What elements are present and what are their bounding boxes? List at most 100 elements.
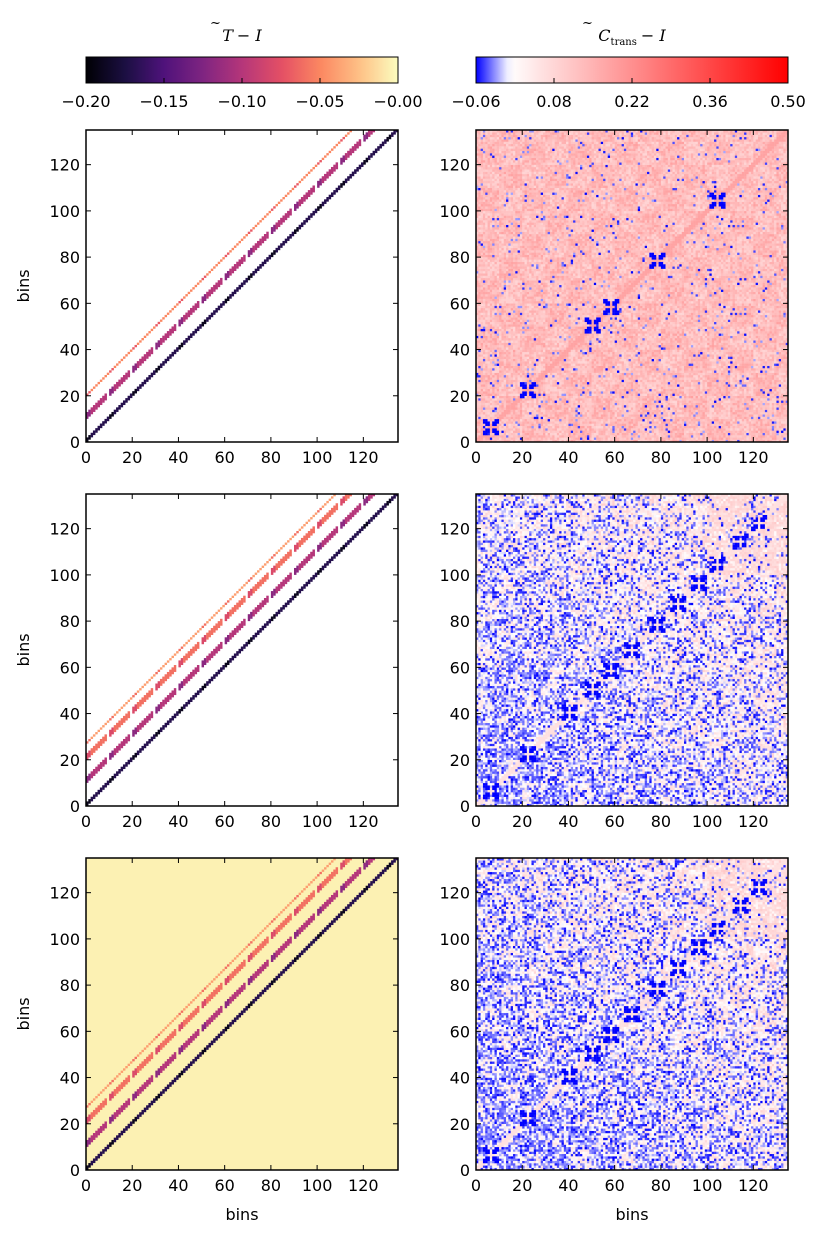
heatmap-cell bbox=[741, 416, 745, 420]
heatmap-cell bbox=[656, 432, 659, 436]
colorbar-tick-label: −0.20 bbox=[61, 92, 110, 111]
heatmap-cell bbox=[656, 374, 659, 378]
heatmap-cell bbox=[647, 395, 650, 399]
heatmap-cell bbox=[536, 377, 539, 380]
heatmap-cell bbox=[781, 423, 784, 427]
heatmap-cell bbox=[531, 430, 534, 433]
heatmap-cell bbox=[702, 423, 705, 427]
heatmap-cell bbox=[510, 374, 514, 378]
heatmap-cell bbox=[718, 372, 722, 376]
heatmap-cell bbox=[644, 384, 648, 387]
band-cell bbox=[330, 148, 334, 151]
heatmap-cell bbox=[591, 381, 595, 385]
heatmap-cell bbox=[619, 379, 622, 383]
heatmap-cell bbox=[598, 421, 601, 424]
heatmap-cell bbox=[582, 405, 585, 408]
heatmap-cell bbox=[679, 379, 682, 383]
heatmap-cell bbox=[725, 386, 729, 390]
band-cell bbox=[120, 377, 124, 385]
heatmap-cell bbox=[688, 377, 692, 380]
heatmap-cell bbox=[543, 425, 546, 429]
heatmap-cell bbox=[711, 365, 715, 369]
heatmap-cell bbox=[656, 391, 659, 394]
heatmap-cell bbox=[764, 435, 768, 438]
heatmap-cell bbox=[506, 439, 509, 442]
heatmap-cell bbox=[589, 381, 592, 385]
heatmap-cell bbox=[681, 400, 685, 403]
heatmap-cell bbox=[524, 423, 528, 427]
heatmap-cell bbox=[494, 437, 497, 440]
heatmap-cell bbox=[681, 437, 685, 440]
heatmap-cell bbox=[526, 370, 530, 373]
heatmap-cell bbox=[522, 368, 525, 371]
heatmap-cell bbox=[524, 393, 528, 396]
heatmap-cell bbox=[596, 409, 599, 413]
heatmap-cell bbox=[575, 432, 578, 436]
heatmap-cell bbox=[561, 368, 565, 371]
band-cell bbox=[349, 148, 352, 156]
band-cell bbox=[270, 227, 274, 234]
heatmap-cell bbox=[744, 368, 747, 371]
band-cell bbox=[90, 407, 94, 415]
heatmap-cell bbox=[746, 432, 749, 436]
heatmap-cell bbox=[621, 425, 625, 429]
heatmap-cell bbox=[580, 409, 583, 413]
heatmap-cell bbox=[748, 432, 752, 436]
heatmap-cell bbox=[681, 379, 685, 383]
heatmap-cell bbox=[720, 384, 724, 387]
heatmap-cell bbox=[600, 430, 604, 433]
heatmap-cell bbox=[785, 421, 788, 424]
heatmap-cell bbox=[512, 402, 516, 406]
y-tick-label: 120 bbox=[49, 156, 80, 175]
heatmap-cell bbox=[633, 428, 636, 431]
heatmap-cell bbox=[665, 439, 669, 442]
heatmap-cell bbox=[748, 405, 752, 408]
heatmap-cell bbox=[480, 437, 484, 440]
heatmap-cell bbox=[589, 374, 592, 378]
heatmap-cell bbox=[644, 405, 648, 408]
band-cell bbox=[298, 180, 302, 184]
heatmap-cell bbox=[496, 435, 500, 438]
band-cell bbox=[104, 374, 107, 378]
heatmap-cell bbox=[531, 402, 534, 406]
heatmap-cell bbox=[693, 377, 696, 380]
heatmap-cell bbox=[732, 414, 736, 417]
heatmap-cell bbox=[684, 402, 687, 406]
heatmap-cell bbox=[517, 407, 521, 410]
heatmap-cell bbox=[478, 368, 481, 371]
heatmap-cell bbox=[785, 416, 788, 420]
heatmap-cell bbox=[577, 386, 581, 390]
heatmap-cell bbox=[684, 400, 687, 403]
heatmap-cell bbox=[526, 398, 530, 401]
heatmap-cell bbox=[663, 398, 666, 401]
heatmap-cell bbox=[679, 368, 682, 371]
heatmap-cell bbox=[487, 363, 491, 366]
heatmap-cell bbox=[633, 372, 636, 376]
band-cell bbox=[215, 282, 218, 290]
heatmap-cell bbox=[589, 437, 592, 440]
heatmap-cell bbox=[492, 386, 495, 390]
heatmap-cell bbox=[753, 395, 756, 399]
heatmap-cell bbox=[492, 407, 495, 410]
heatmap-cell bbox=[781, 370, 784, 373]
heatmap-cell bbox=[679, 407, 682, 410]
heatmap-cell bbox=[744, 377, 747, 380]
heatmap-cell bbox=[760, 430, 763, 433]
heatmap-cell bbox=[616, 421, 620, 424]
heatmap-cell bbox=[714, 377, 717, 380]
heatmap-cell bbox=[549, 435, 553, 438]
heatmap-cell bbox=[533, 398, 537, 401]
heatmap-cell bbox=[476, 379, 479, 383]
heatmap-cell bbox=[549, 398, 553, 401]
heatmap-cell bbox=[545, 437, 548, 440]
heatmap-cell bbox=[554, 372, 558, 376]
heatmap-cell bbox=[598, 377, 601, 380]
heatmap-cell bbox=[677, 384, 680, 387]
band-cell bbox=[282, 240, 285, 246]
heatmap-cell bbox=[506, 435, 509, 438]
heatmap-cell bbox=[709, 384, 712, 387]
heatmap-cell bbox=[644, 414, 648, 417]
heatmap-cell bbox=[732, 365, 736, 369]
heatmap-cell bbox=[573, 432, 576, 436]
heatmap-cell bbox=[697, 425, 701, 429]
